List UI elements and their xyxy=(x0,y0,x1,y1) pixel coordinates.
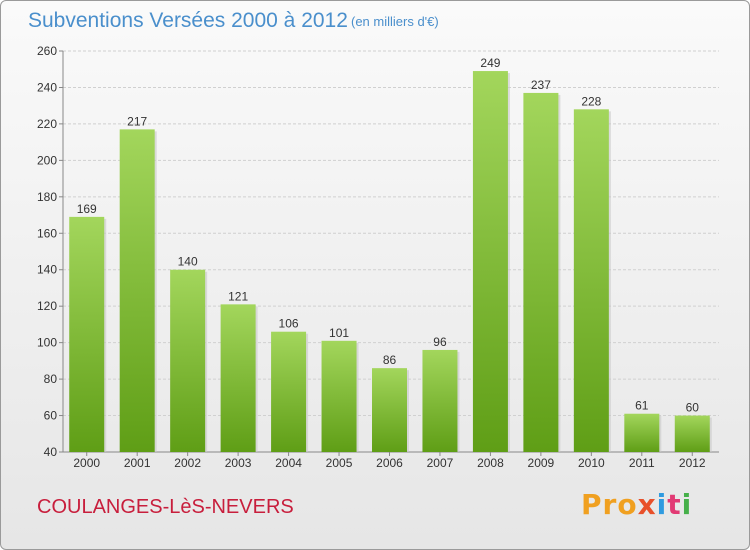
y-tick-label: 40 xyxy=(44,445,58,459)
x-tick-label: 2005 xyxy=(326,456,353,470)
y-tick-label: 80 xyxy=(44,372,58,386)
x-tick-label: 2003 xyxy=(225,456,252,470)
x-tick-label: 2000 xyxy=(73,456,100,470)
bar xyxy=(573,109,609,452)
bar xyxy=(220,304,256,452)
bar xyxy=(321,340,357,452)
y-tick-label: 200 xyxy=(37,153,57,167)
bar xyxy=(271,331,307,452)
x-tick-label: 2011 xyxy=(629,456,655,470)
y-tick-label: 220 xyxy=(37,117,57,131)
y-tick-label: 100 xyxy=(37,336,57,350)
bar-value-label: 228 xyxy=(581,94,601,108)
logo-text-i: i xyxy=(656,488,668,521)
bar xyxy=(119,129,155,453)
logo-text-pro: Pro xyxy=(581,488,638,521)
bar xyxy=(674,415,710,452)
x-tick-label: 2006 xyxy=(376,456,403,470)
y-tick-label: 120 xyxy=(37,299,57,313)
bar-value-label: 101 xyxy=(329,326,349,340)
bar xyxy=(624,413,660,452)
chart-title: Subventions Versées 2000 à 2012 xyxy=(28,9,348,32)
bar-value-label: 60 xyxy=(686,401,700,415)
bar xyxy=(69,216,105,452)
y-tick-label: 260 xyxy=(37,44,57,58)
bar-value-label: 121 xyxy=(228,289,248,303)
bar xyxy=(372,368,407,452)
bar-value-label: 237 xyxy=(531,78,551,92)
bar xyxy=(422,349,458,452)
bar xyxy=(523,92,559,452)
bar-value-label: 96 xyxy=(433,335,447,349)
x-tick-label: 2012 xyxy=(679,456,706,470)
bar-value-label: 169 xyxy=(77,202,97,216)
logo-text-t: t xyxy=(667,488,682,521)
x-tick-label: 2004 xyxy=(275,456,302,470)
proxiti-logo: Proxiti xyxy=(581,488,692,521)
y-tick-label: 60 xyxy=(44,409,58,423)
bar-value-label: 61 xyxy=(635,399,649,413)
commune-name: COULANGES-LèS-NEVERS xyxy=(37,496,294,518)
y-tick-label: 140 xyxy=(37,263,57,277)
x-tick-label: 2008 xyxy=(477,456,504,470)
x-tick-label: 2010 xyxy=(578,456,605,470)
x-tick-label: 2007 xyxy=(427,456,454,470)
bar xyxy=(472,71,508,453)
y-tick-label: 180 xyxy=(37,190,57,204)
x-tick-label: 2001 xyxy=(124,456,151,470)
chart-unit-label: (en milliers d'€) xyxy=(351,14,439,29)
bar-value-label: 249 xyxy=(480,56,500,70)
bar-value-label: 86 xyxy=(383,353,397,367)
bar xyxy=(170,269,206,452)
y-tick-label: 160 xyxy=(37,226,57,240)
logo-text-i2: i xyxy=(681,488,693,521)
bar-value-label: 217 xyxy=(127,114,147,128)
x-tick-label: 2009 xyxy=(528,456,555,470)
bar-value-label: 140 xyxy=(178,255,198,269)
y-tick-label: 240 xyxy=(37,80,57,94)
bar-value-label: 106 xyxy=(279,317,299,331)
x-tick-label: 2002 xyxy=(174,456,201,470)
logo-text-x: x xyxy=(637,488,657,521)
